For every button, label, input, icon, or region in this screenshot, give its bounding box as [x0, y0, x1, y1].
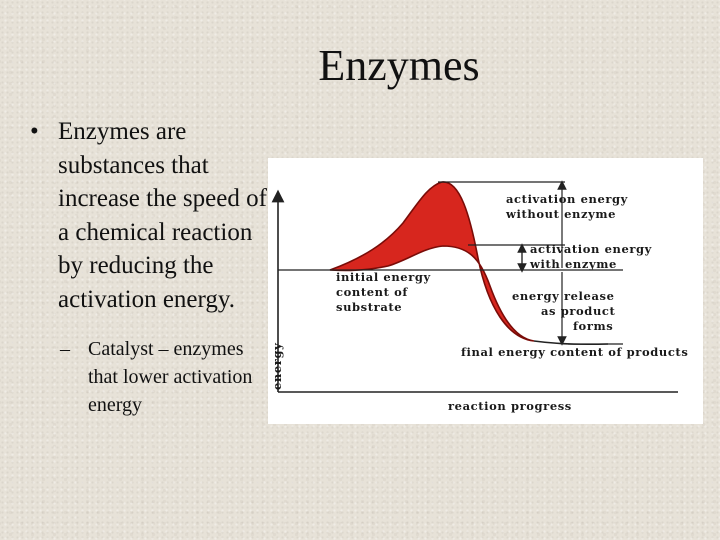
sub-bullet-marker: – [60, 337, 70, 360]
sub-bullet-text: Catalyst – enzymes that lower activation… [88, 337, 253, 416]
final-energy-label: final energy content of products [461, 345, 688, 359]
activation-without-label-line-2: without enzyme [505, 207, 616, 221]
energy-release-label-line-3: forms [573, 319, 613, 333]
slide-title: Enzymes [318, 41, 480, 90]
activation-with-label-line-2: with enzyme [529, 257, 617, 271]
bullet-list: • Enzymes are substances that increase t… [28, 115, 268, 419]
enzyme-energy-diagram: energy reaction progress initial energy … [268, 158, 703, 424]
y-axis-label: energy [270, 343, 284, 390]
bullet-item: • Enzymes are substances that increase t… [28, 115, 268, 317]
activation-without-label-line-1: activation energy [506, 192, 628, 206]
bullet-text: Enzymes are substances that increase the… [58, 118, 267, 313]
initial-energy-label-line-2: content of [336, 285, 408, 299]
energy-release-label-line-2: as product [541, 304, 616, 318]
activation-energy-difference-area [329, 181, 535, 342]
initial-energy-label-line-3: substrate [336, 300, 402, 314]
bullet-marker: • [30, 118, 39, 145]
initial-energy-label-line-1: initial energy [336, 270, 431, 284]
sub-bullet-item: – Catalyst – enzymes that lower activati… [28, 335, 278, 419]
x-axis-label: reaction progress [448, 399, 572, 413]
energy-release-label-line-1: energy release [512, 289, 614, 303]
energy-diagram-svg: energy reaction progress initial energy … [270, 180, 688, 413]
activation-with-label-line-1: activation energy [530, 242, 652, 256]
